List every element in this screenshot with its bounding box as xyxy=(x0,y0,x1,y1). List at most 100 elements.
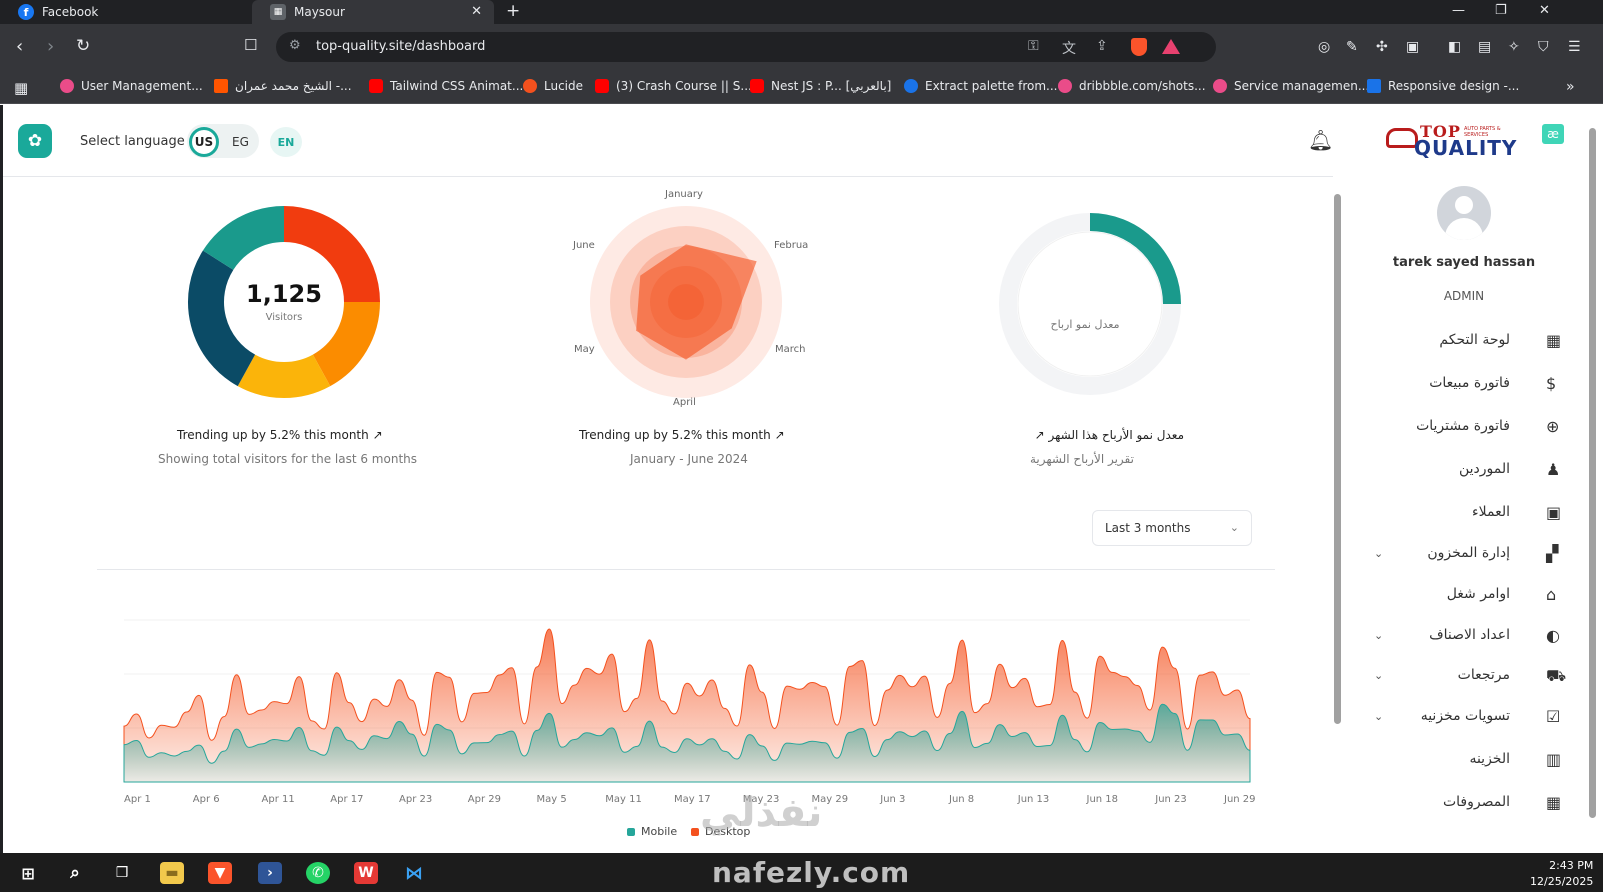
trending-up-icon: ↗ xyxy=(774,428,785,442)
new-tab-icon[interactable]: + xyxy=(506,1,521,21)
scrollbar-thumb[interactable] xyxy=(1334,194,1341,724)
factory-icon: ⌂ xyxy=(1546,585,1557,604)
chevron-down-icon[interactable]: ⌄ xyxy=(1374,547,1384,560)
lang-us-option[interactable]: US xyxy=(189,127,219,157)
inventory-icon: ▞ xyxy=(1546,544,1559,563)
tab-facebook[interactable]: f Facebook xyxy=(0,0,250,24)
app-header xyxy=(3,105,1333,177)
menu-icon[interactable]: ☰ xyxy=(1568,39,1581,55)
divider xyxy=(97,569,1275,570)
extension-icon[interactable]: ◎ xyxy=(1318,39,1331,55)
x-axis-tick-label: Jun 13 xyxy=(1017,794,1050,805)
dropper-icon[interactable]: ✎ xyxy=(1346,39,1358,55)
items-setup-icon: ◐ xyxy=(1546,626,1560,645)
address-bar[interactable]: ⚙ top-quality.site/dashboard ⚿ 文 ⇪ xyxy=(276,32,1216,62)
powershell-icon[interactable]: › xyxy=(258,862,282,884)
close-tab-icon[interactable]: ✕ xyxy=(471,4,482,19)
vpn-icon[interactable]: ⛉ xyxy=(1538,39,1549,55)
sidebar-item[interactable]: العملاء xyxy=(1360,498,1590,528)
safe-icon: ▥ xyxy=(1546,750,1562,769)
translate-icon[interactable]: 文 xyxy=(1062,41,1076,57)
bookmark-item[interactable]: Nest JS : P... [بالعربي] xyxy=(750,79,891,93)
sidebar-item[interactable]: الخزينه xyxy=(1360,745,1590,775)
sidebar-item[interactable]: الموردين xyxy=(1360,455,1590,485)
bookmark-item[interactable]: Tailwind CSS Animat... xyxy=(369,79,523,93)
bookmark-item[interactable]: dribbble.com/shots... xyxy=(1058,79,1206,93)
system-clock[interactable]: 2:43 PM 12/25/2025 xyxy=(1530,859,1594,888)
brave-rewards-icon[interactable] xyxy=(1162,39,1180,54)
dribbble-icon xyxy=(1058,79,1072,93)
wallet-icon[interactable]: ▤ xyxy=(1478,39,1492,55)
ae-icon[interactable]: æ xyxy=(1542,124,1564,144)
chevron-down-icon[interactable]: ⌄ xyxy=(1374,669,1384,682)
sidebar-scrollbar[interactable] xyxy=(1588,118,1598,848)
puzzle-icon[interactable]: ✣ xyxy=(1376,39,1388,55)
radar-label-june: June xyxy=(573,240,595,251)
clipboard-check-icon: ☑ xyxy=(1546,707,1561,726)
brave-browser-icon[interactable]: ▼ xyxy=(208,862,232,884)
restore-icon[interactable]: ❐ xyxy=(1495,3,1507,18)
back-icon[interactable]: ‹ xyxy=(16,36,24,57)
file-explorer-icon[interactable]: ▬ xyxy=(160,862,184,884)
sidebar-toggle-icon[interactable]: ◧ xyxy=(1448,39,1462,55)
bookmark-icon[interactable]: ☐ xyxy=(244,36,258,54)
forward-icon[interactable]: › xyxy=(47,36,55,57)
sidebar-item[interactable]: فاتورة مبيعات xyxy=(1360,369,1590,399)
bell-icon[interactable]: 🔔︎ xyxy=(1308,128,1334,152)
lang-eg-option[interactable]: EG xyxy=(232,135,249,149)
whatsapp-icon[interactable]: ✆ xyxy=(306,862,330,884)
bookmark-item[interactable]: Lucide xyxy=(523,79,583,93)
chevron-down-icon[interactable]: ⌄ xyxy=(1374,710,1384,723)
vscode-icon[interactable]: ⋈ xyxy=(405,862,423,884)
sidebar-item-label: إدارة المخزون xyxy=(1427,545,1510,561)
visitors-label: Visitors xyxy=(265,312,303,323)
share-icon[interactable]: ⇪ xyxy=(1096,38,1108,54)
windows-start-icon[interactable]: ⊞ xyxy=(21,863,35,883)
customers-card-icon: ▣ xyxy=(1546,503,1562,522)
sidebar-item[interactable]: فاتورة مشتريات xyxy=(1360,412,1590,442)
minimize-icon[interactable]: — xyxy=(1452,3,1465,18)
bookmark-item[interactable]: Service managemen... xyxy=(1213,79,1369,93)
lang-en-button[interactable]: EN xyxy=(270,127,302,157)
tab-maysour[interactable]: ▦ Maysour ✕ xyxy=(252,0,494,24)
sidebar-item[interactable]: لوحة التحكم xyxy=(1360,326,1590,356)
main-scrollbar[interactable] xyxy=(1333,182,1342,846)
site-settings-icon[interactable]: ⚙ xyxy=(289,38,301,53)
search-icon[interactable]: ⌕ xyxy=(70,863,80,883)
task-view-icon[interactable]: ❒ xyxy=(115,865,129,881)
sidebar-item[interactable]: اعداد الاصناف xyxy=(1360,621,1590,651)
sidebar-item[interactable]: مرتجعات xyxy=(1360,661,1590,691)
bookmark-item[interactable]: Extract palette from... xyxy=(904,79,1057,93)
sidebar-item[interactable]: اوامر شغل xyxy=(1360,580,1590,610)
expenses-icon: ▦ xyxy=(1546,793,1562,812)
bookmark-item[interactable]: (3) Crash Course || S... xyxy=(595,79,752,93)
chevron-down-icon[interactable]: ⌄ xyxy=(1374,629,1384,642)
sidebar-item[interactable]: المصروفات xyxy=(1360,788,1590,818)
screenshot-icon[interactable]: ▣ xyxy=(1406,39,1420,55)
sidebar-item-label: اعداد الاصناف xyxy=(1429,627,1510,643)
youtube-icon xyxy=(750,79,764,93)
x-axis-tick-label: Apr 1 xyxy=(124,794,151,805)
close-window-icon[interactable]: ✕ xyxy=(1539,3,1550,18)
watermark-latin: nafezly.com xyxy=(712,856,911,889)
brave-shields-icon[interactable] xyxy=(1131,38,1147,56)
app-logo-icon[interactable]: ✿ xyxy=(18,124,52,158)
reload-icon[interactable]: ↻ xyxy=(76,36,91,56)
more-bookmarks-icon[interactable]: » xyxy=(1566,79,1575,95)
apps-grid-icon[interactable]: ▦ xyxy=(14,79,29,97)
bookmark-item[interactable]: Responsive design -... xyxy=(1367,79,1519,93)
sidebar-item[interactable]: إدارة المخزون xyxy=(1360,539,1590,569)
bookmarks-bar: ▦ User Management... الشيخ محمد عمران -.… xyxy=(0,70,1603,104)
bookmark-item[interactable]: User Management... xyxy=(60,79,203,93)
leo-ai-icon[interactable]: ✧ xyxy=(1508,39,1520,55)
bookmark-item[interactable]: الشيخ محمد عمران -... xyxy=(214,79,352,93)
url-text[interactable]: top-quality.site/dashboard xyxy=(316,39,486,54)
scrollbar-thumb[interactable] xyxy=(1589,128,1596,818)
range-select[interactable]: Last 3 months ⌄ xyxy=(1092,510,1252,546)
x-axis-tick-label: Jun 23 xyxy=(1155,794,1187,805)
sidebar-item[interactable]: تسويات مخزنيه xyxy=(1360,702,1590,732)
wps-office-icon[interactable]: W xyxy=(354,862,378,884)
avatar[interactable] xyxy=(1437,186,1491,240)
visitors-card-subtitle: Showing total visitors for the last 6 mo… xyxy=(158,452,418,466)
key-icon[interactable]: ⚿ xyxy=(1028,38,1039,54)
